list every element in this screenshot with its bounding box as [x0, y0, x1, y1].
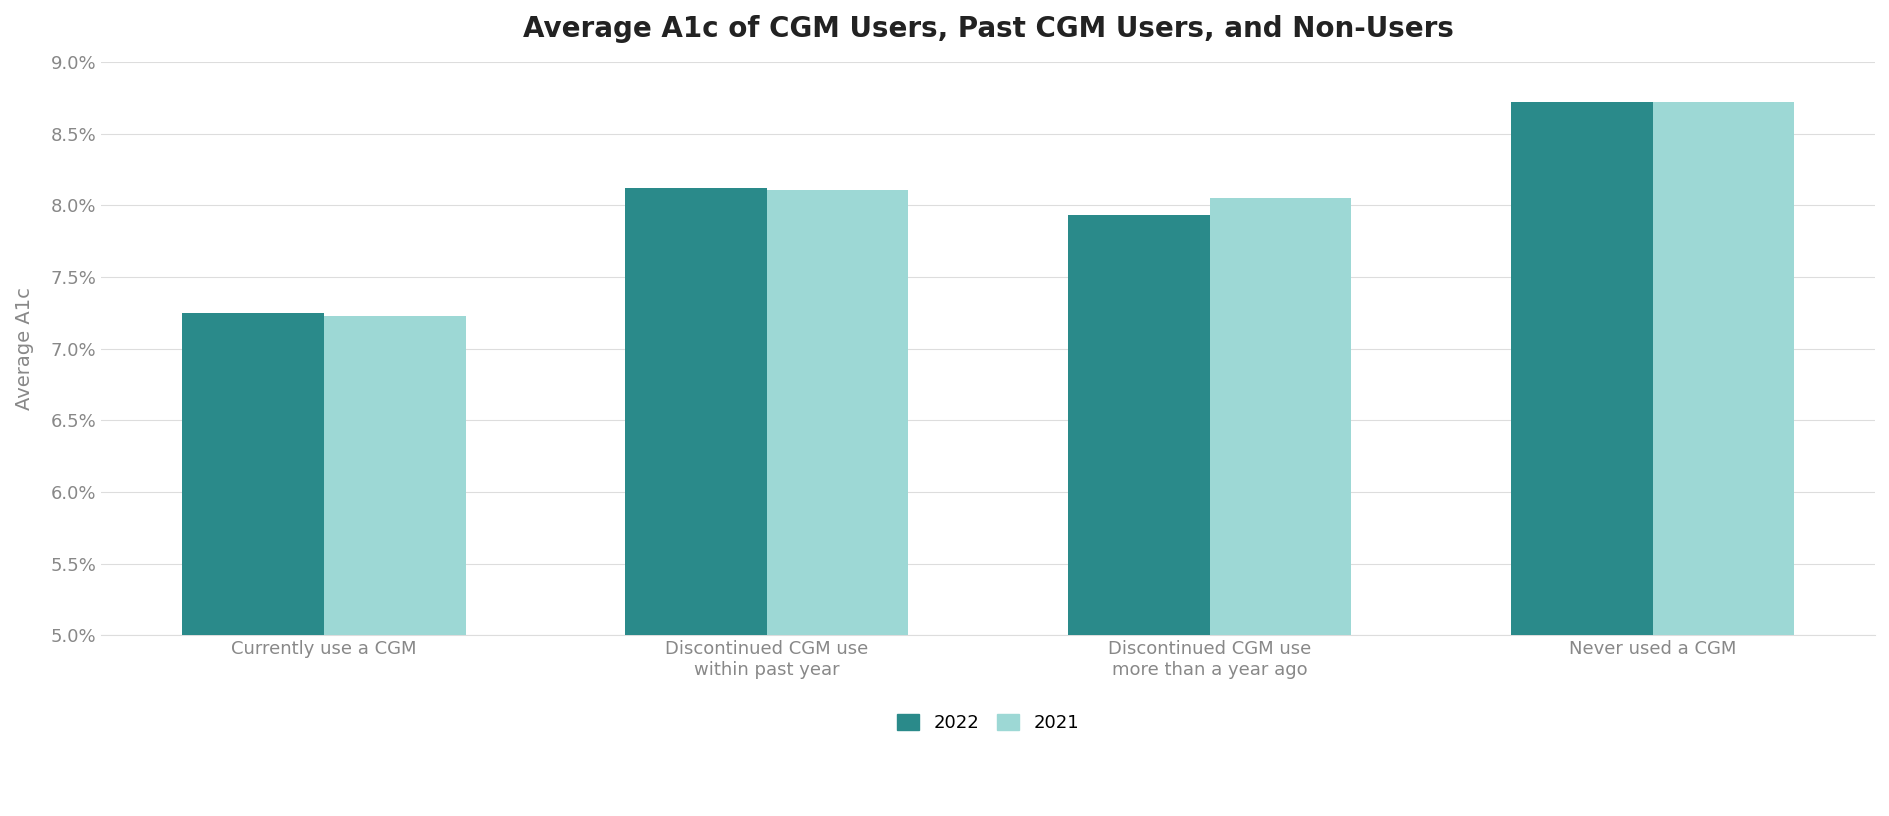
Bar — [323, 316, 465, 636]
Y-axis label: Average A1c: Average A1c — [15, 287, 34, 410]
Bar — [181, 313, 323, 636]
Bar — [625, 188, 767, 636]
Legend: 2022, 2021: 2022, 2021 — [888, 705, 1088, 741]
Bar — [767, 189, 909, 636]
Bar — [1509, 102, 1651, 636]
Bar — [1067, 215, 1209, 636]
Bar — [1651, 102, 1793, 636]
Bar — [1209, 198, 1351, 636]
Title: Average A1c of CGM Users, Past CGM Users, and Non-Users: Average A1c of CGM Users, Past CGM Users… — [523, 15, 1453, 43]
